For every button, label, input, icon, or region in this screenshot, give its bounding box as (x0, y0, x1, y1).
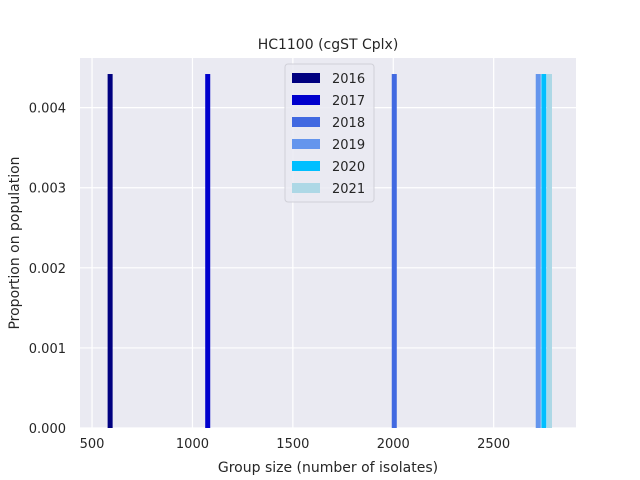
x-tick-label: 1500 (276, 437, 309, 452)
y-tick-label: 0.004 (29, 102, 66, 117)
legend-swatch-2016 (292, 73, 320, 83)
legend-label-2018: 2018 (332, 116, 365, 131)
legend-label-2020: 2020 (332, 160, 365, 175)
bar-2019 (535, 74, 541, 428)
bar-2020 (541, 74, 547, 428)
chart-title: HC1100 (cgST Cplx) (258, 37, 399, 53)
legend-swatch-2021 (292, 183, 320, 193)
bar-2018 (391, 74, 397, 428)
x-tick-labels: 500 1000 1500 2000 2500 (80, 437, 511, 452)
y-tick-label: 0.000 (29, 422, 66, 437)
bar-2021 (546, 74, 553, 428)
y-tick-label: 0.003 (29, 182, 66, 197)
x-tick-label: 1000 (176, 437, 209, 452)
legend-swatch-2017 (292, 95, 320, 105)
y-tick-labels: 0.000 0.001 0.002 0.003 0.004 (29, 102, 66, 437)
bars (107, 74, 553, 428)
legend-swatch-2020 (292, 161, 320, 171)
x-axis-label: Group size (number of isolates) (218, 460, 438, 476)
x-tick-label: 2500 (477, 437, 510, 452)
bar-2017 (205, 74, 211, 428)
legend-label-2019: 2019 (332, 138, 365, 153)
y-axis-label: Proportion on population (7, 156, 23, 329)
legend-swatch-2018 (292, 117, 320, 127)
x-tick-label: 500 (80, 437, 105, 452)
y-tick-label: 0.001 (29, 342, 66, 357)
legend-swatch-2019 (292, 139, 320, 149)
legend-label-2017: 2017 (332, 94, 365, 109)
x-tick-label: 2000 (377, 437, 410, 452)
bar-2016 (107, 74, 113, 428)
legend: 2016 2017 2018 2019 2020 2021 (284, 63, 375, 203)
y-tick-label: 0.002 (29, 262, 66, 277)
legend-label-2016: 2016 (332, 72, 365, 87)
legend-label-2021: 2021 (332, 182, 365, 197)
